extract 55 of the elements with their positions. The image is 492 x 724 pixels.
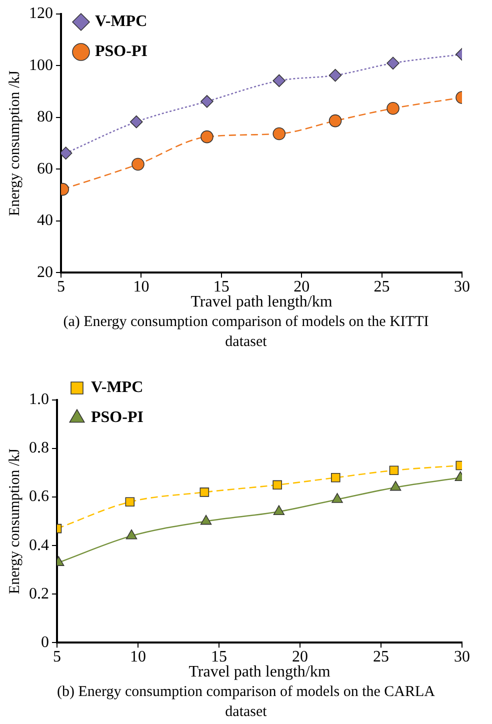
point [386,56,400,70]
x-tick-label: 20 [294,278,310,296]
x-tick-label: 10 [130,648,146,666]
y-tick-label: 20 [37,264,53,281]
legend-label: PSO-PI [91,409,144,426]
x-tick-label: 5 [53,648,61,666]
legend-label: V-MPC [95,13,148,30]
point [328,68,342,82]
x-tick-label: 5 [57,278,65,296]
point [389,466,399,475]
x-tick-label: 15 [211,648,227,666]
point [272,127,286,140]
text: (a) Energy consumption comparison of models on the KITTI dataset [62,313,430,352]
y-tick-label: 60 [37,160,53,178]
point [331,472,340,482]
point [125,497,135,507]
x-tick-label: 10 [133,278,150,296]
y-tick-label: 100 [29,56,53,74]
point [386,102,400,115]
point [272,74,286,88]
y-tick-label: 120 [29,5,53,22]
point [200,514,212,525]
x-tick-label: 25 [374,278,390,296]
x-axis-title: Travel path length/km [190,294,333,311]
y-tick-label: 1.0 [29,391,49,408]
point [272,480,282,490]
y-tick-label: 0.8 [29,440,49,457]
y-tick-label: 80 [37,108,53,126]
y-tick-label: 0.4 [29,536,49,554]
x-tick-label: 30 [454,278,470,296]
point [130,115,143,128]
point [273,505,285,515]
point [200,488,210,497]
point [126,529,138,540]
x-tick-label: 20 [292,648,308,666]
x-tick-label: 30 [454,648,470,666]
y-tick-label: 40 [37,212,53,230]
y-tick-label: 0.6 [29,488,49,506]
text: (b) Energy consumption comparison of models on the CARLA dataset [56,683,436,722]
y-tick-label: 0 [41,634,49,651]
legend-label: V-MPC [91,379,144,396]
x-tick-label: 25 [373,648,389,666]
point [200,130,214,144]
point [132,158,144,171]
x-tick-label: 15 [213,278,230,296]
point [390,480,402,491]
point [200,95,214,108]
y-axis-title: Energy consumption /kJ [6,70,23,216]
y-axis-title: Energy consumption /kJ [6,448,23,594]
legend-label: PSO-PI [95,43,148,60]
y-tick-label: 0.2 [29,585,49,602]
point [332,493,343,503]
point [328,114,342,128]
point [61,146,72,160]
x-axis-title: Travel path length/km [188,664,331,681]
